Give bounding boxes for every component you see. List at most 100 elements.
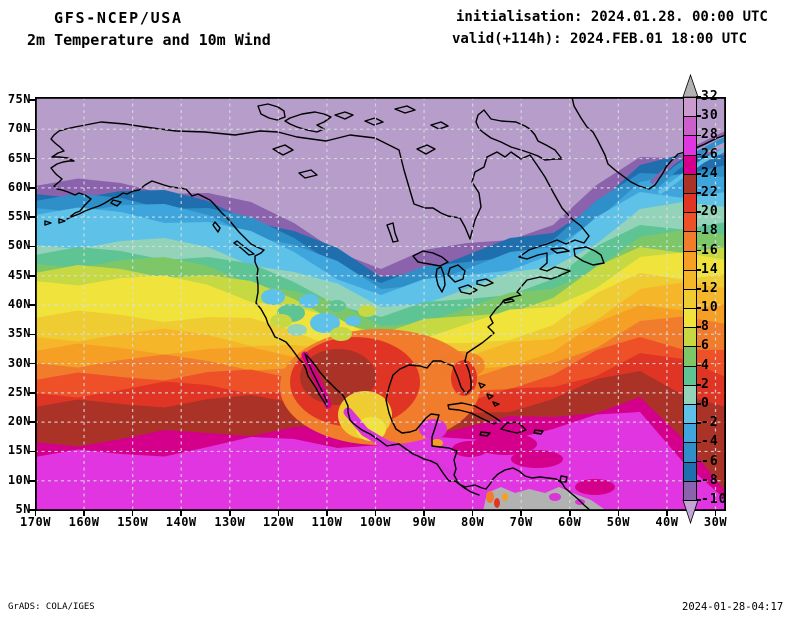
colorbar-tick <box>696 345 701 348</box>
lon-tick <box>277 511 280 516</box>
colorbar-segment <box>683 97 697 118</box>
lat-tick <box>29 304 35 306</box>
colorbar-label: 8 <box>701 319 710 335</box>
colorbar-label: -4 <box>701 434 719 450</box>
colorbar-label: 0 <box>701 396 710 412</box>
valid-time-label: valid(+114h): 2024.FEB.01 18:00 UTC <box>452 31 748 47</box>
colorbar-above-arrow <box>682 74 699 98</box>
lat-tick-label: 30N <box>7 355 31 370</box>
colorbar-label: 30 <box>701 108 719 124</box>
colorbar-segment <box>683 327 697 348</box>
lat-tick-label: 20N <box>7 414 31 429</box>
lat-tick-label: 15N <box>7 443 31 458</box>
colorbar-tick <box>696 268 701 271</box>
grads-credit: GrADS: COLA/IGES <box>8 602 95 612</box>
colorbar-label: 26 <box>701 146 719 162</box>
lon-tick <box>666 511 668 516</box>
colorbar-tick <box>696 134 701 137</box>
lon-tick <box>228 511 231 516</box>
colorbar-tick <box>696 288 701 290</box>
colorbar-segment <box>683 365 697 386</box>
colorbar-segment <box>683 442 697 463</box>
lon-tick-label: 90W <box>412 515 436 529</box>
lat-tick <box>29 157 35 160</box>
colorbar-segment <box>683 173 697 194</box>
colorbar-tick <box>696 230 701 233</box>
colorbar-segment <box>683 154 697 175</box>
colorbar-label: 16 <box>701 242 719 258</box>
lon-tick <box>34 511 37 516</box>
lon-tick <box>131 511 134 516</box>
temp-band <box>35 412 726 511</box>
lat-tick-label: 55N <box>7 209 31 224</box>
colorbar-segment <box>683 346 697 367</box>
lon-tick <box>326 511 328 516</box>
lat-tick-label: 5N <box>15 501 31 516</box>
lat-tick <box>29 245 35 248</box>
colorbar-tick <box>696 364 701 367</box>
colorbar-label: 22 <box>701 184 719 200</box>
colorbar-tick <box>696 403 701 405</box>
lon-tick <box>617 511 620 516</box>
lat-tick-label: 65N <box>7 150 31 165</box>
lat-tick <box>29 216 35 218</box>
colorbar-label: 4 <box>701 357 710 373</box>
lon-tick-label: 70W <box>509 515 533 529</box>
colorbar-end-arrows <box>682 74 699 525</box>
lon-tick-label: 50W <box>606 515 630 529</box>
colorbar-tick <box>696 307 701 309</box>
above-max-gray-region <box>483 487 607 511</box>
lat-tick-label: 35N <box>7 326 31 341</box>
lon-tick <box>714 511 717 516</box>
colorbar-label: 24 <box>701 165 719 181</box>
lon-tick <box>374 511 377 516</box>
colorbar-tick <box>696 499 701 501</box>
lat-tick <box>29 479 35 482</box>
colorbar-segment <box>683 135 697 156</box>
page-subtitle: 2m Temperature and 10m Wind <box>27 31 271 49</box>
lat-tick <box>29 333 35 336</box>
lon-tick-label: 170W <box>20 515 51 529</box>
lat-tick-label: 25N <box>7 384 31 399</box>
lat-tick <box>29 362 35 365</box>
lon-tick-label: 30W <box>703 515 728 529</box>
init-time-label: initialisation: 2024.01.28. 00:00 UTC <box>456 9 768 25</box>
colorbar-segment <box>683 288 697 310</box>
colorbar-label: -8 <box>701 472 719 488</box>
colorbar-label: 18 <box>701 223 719 239</box>
colorbar-label: 20 <box>701 204 719 220</box>
page-title: GFS-NCEP/USA <box>54 9 183 27</box>
colorbar-segment <box>683 231 697 252</box>
lon-tick <box>83 511 85 516</box>
lon-tick <box>180 511 182 516</box>
map-border <box>34 96 727 512</box>
lon-tick-label: 120W <box>262 515 294 529</box>
colorbar-tick <box>696 326 701 329</box>
colorbar-tick <box>696 249 701 252</box>
lat-tick <box>29 128 35 131</box>
map-gridlines <box>35 97 726 511</box>
colorbar-tick <box>696 192 701 194</box>
weather-map <box>34 96 728 512</box>
colorbar-segment <box>683 308 697 329</box>
lat-tick <box>29 421 35 423</box>
creation-timestamp: 2024-01-28-04:17 <box>682 601 784 613</box>
lon-tick-label: 100W <box>360 515 391 529</box>
lon-tick <box>471 511 474 516</box>
colorbar-tick <box>696 460 701 463</box>
lat-tick-label: 60N <box>7 179 31 194</box>
temperature-field-map <box>34 96 728 512</box>
colorbar-tick <box>696 441 701 444</box>
lon-tick <box>568 511 571 516</box>
colorbar-label: 10 <box>701 300 719 316</box>
lon-tick <box>423 511 425 516</box>
colorbar-segment <box>683 480 697 501</box>
lat-tick-label: 70N <box>7 121 31 136</box>
colorbar-label: 12 <box>701 280 719 296</box>
lon-tick-label: 160W <box>68 515 100 529</box>
colorbar-label: 14 <box>701 261 719 277</box>
lat-tick-label: 75N <box>7 92 31 106</box>
colorbar-label: -10 <box>701 491 728 507</box>
colorbar-tick <box>696 153 701 156</box>
